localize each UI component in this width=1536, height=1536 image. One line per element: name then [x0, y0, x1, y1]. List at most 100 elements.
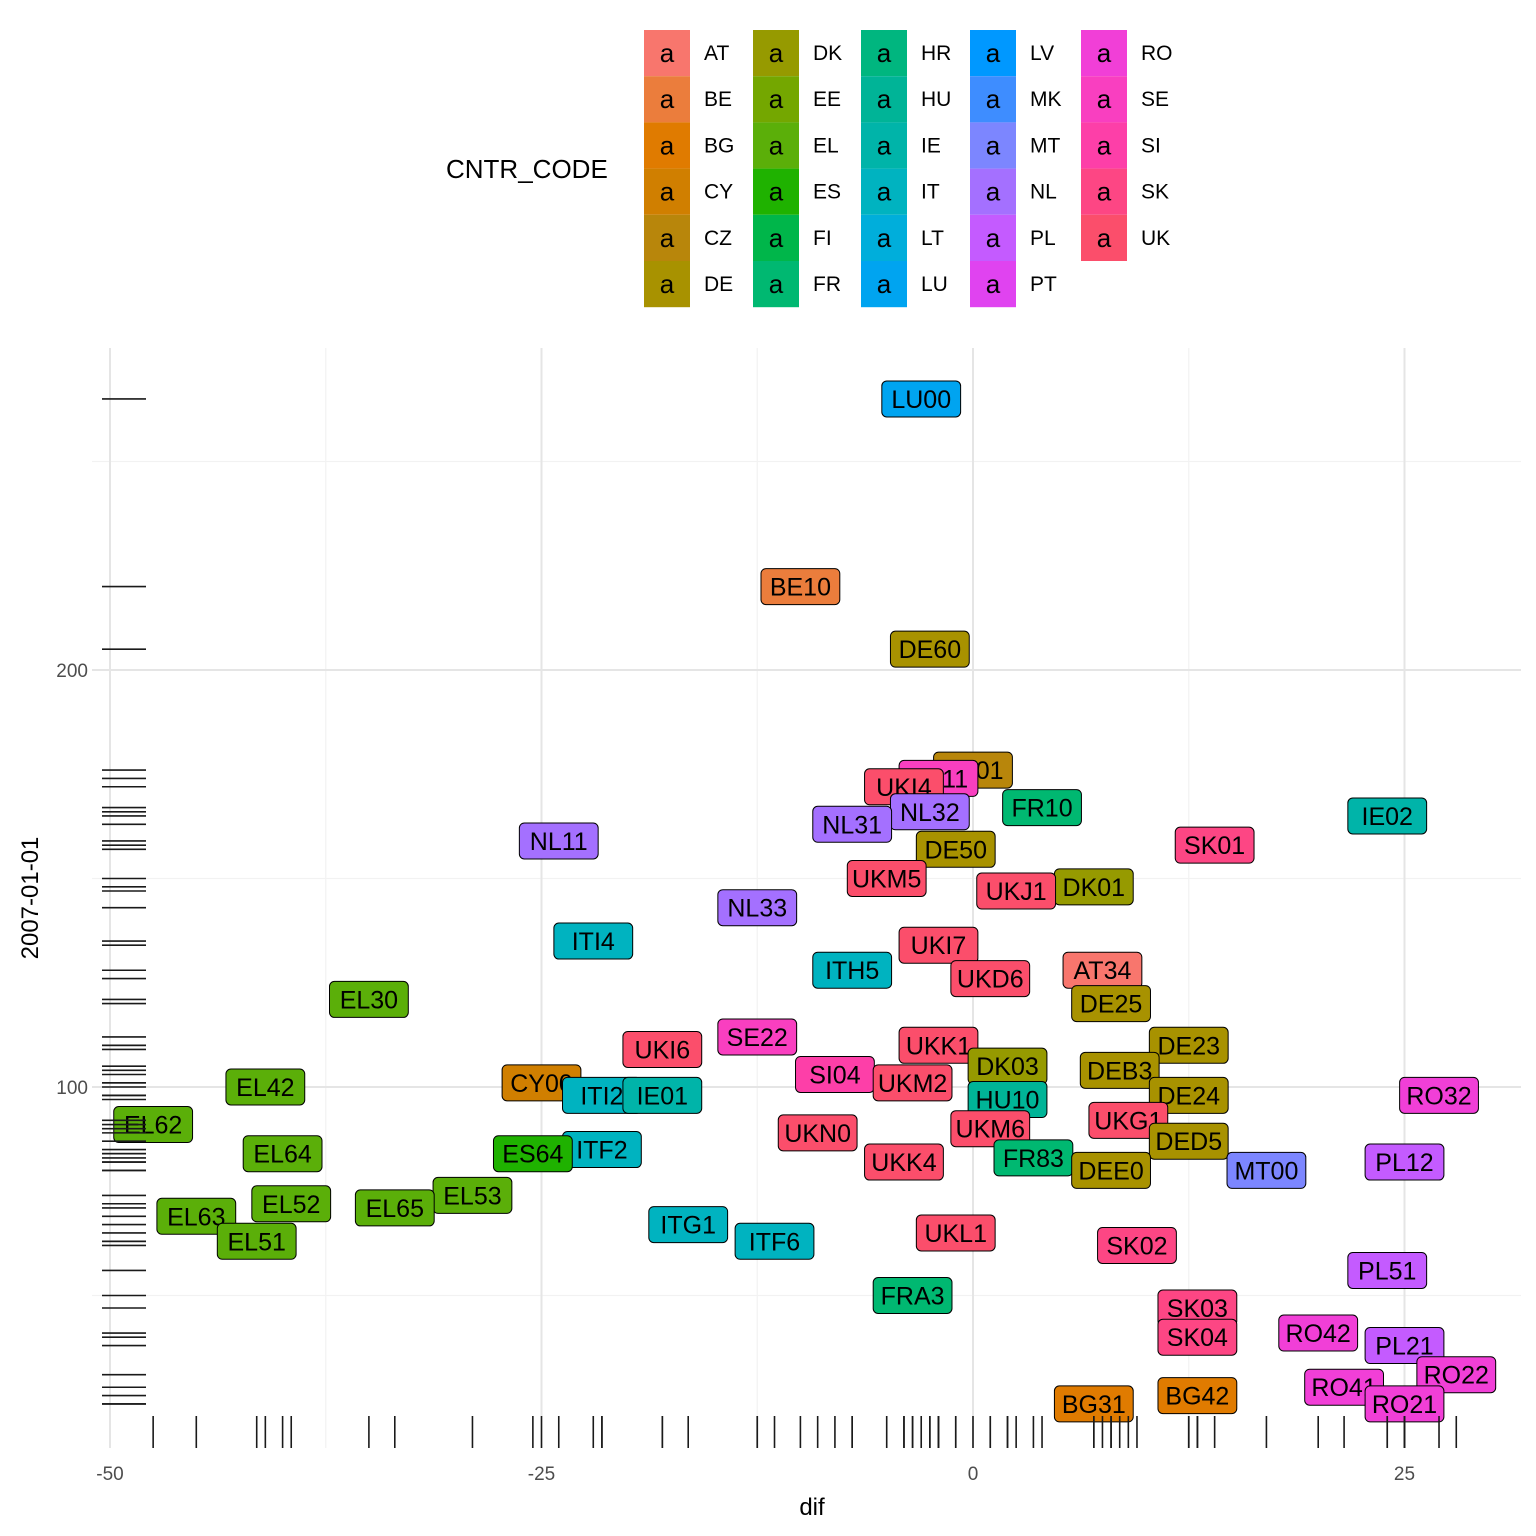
point-label-text: BG31: [1062, 1391, 1126, 1419]
point-label-box: [518, 822, 599, 860]
legend-entry-pl: a PL: [970, 214, 1056, 261]
legend-entry-se: a SE: [1081, 76, 1169, 123]
legend-key: [861, 261, 907, 308]
point-label-box: [1071, 1151, 1151, 1189]
point-label-nl11: NL11: [518, 822, 599, 860]
point-label-box: [717, 889, 798, 927]
point-label-fr83: FR83: [993, 1139, 1074, 1177]
point-label-el51: EL51: [216, 1222, 297, 1260]
legend-entry-fi: a FI: [753, 214, 832, 261]
point-label-ie02: IE02: [1347, 797, 1428, 835]
legend-label: HR: [921, 42, 951, 65]
legend-label: MT: [1030, 134, 1060, 157]
point-label-text: BE10: [770, 574, 831, 602]
legend-key-glyph: a: [1097, 130, 1112, 160]
point-label-text: RO22: [1424, 1362, 1489, 1390]
point-label-text: ITF6: [749, 1228, 800, 1256]
legend-key-glyph: a: [769, 38, 784, 68]
point-label-box: [915, 1214, 996, 1252]
point-label-text: DE23: [1157, 1032, 1220, 1060]
point-label-text: IE02: [1362, 803, 1413, 831]
point-label-box: [950, 1110, 1031, 1148]
point-label-text: NL11: [530, 828, 588, 856]
point-label-box: [242, 1135, 323, 1173]
point-label-box: [1148, 1122, 1229, 1160]
legend-label: ES: [813, 181, 841, 204]
point-label-text: DE50: [924, 836, 987, 864]
point-label-ukg1: UKG1: [1088, 1101, 1169, 1139]
x-axis-title: dif: [799, 1494, 825, 1521]
point-label-bg31: BG31: [1053, 1385, 1134, 1423]
point-label-box: [1174, 826, 1255, 864]
point-label-sk01: SK01: [1174, 826, 1255, 864]
legend-label: FI: [813, 227, 832, 250]
legend-entry-at: a AT: [644, 30, 729, 77]
legend-entry-si: a SI: [1081, 122, 1161, 169]
point-label-text: DK03: [976, 1053, 1039, 1081]
legend-label: BG: [704, 134, 734, 157]
point-label-text: UKJ1: [986, 878, 1047, 906]
point-label-box: [1148, 1026, 1229, 1064]
point-label-sk04: SK04: [1157, 1318, 1238, 1356]
legend-entry-pt: a PT: [970, 261, 1057, 308]
point-label-text: DED5: [1155, 1128, 1222, 1156]
legend-key: [1081, 122, 1127, 169]
legend-key: [970, 214, 1016, 261]
legend-key-glyph: a: [769, 223, 784, 253]
legend-entry-dk: a DK: [753, 30, 842, 77]
legend-key: [753, 76, 799, 123]
legend-label: RO: [1141, 42, 1173, 65]
legend-entry-cz: a CZ: [644, 214, 732, 261]
point-label-el30: EL30: [329, 980, 409, 1018]
x-tick-label: 25: [1394, 1464, 1415, 1485]
point-label-text: UKI6: [635, 1036, 691, 1064]
legend-entry-lt: a LT: [861, 214, 944, 261]
legend-label: NL: [1030, 181, 1057, 204]
legend-label: EL: [813, 134, 839, 157]
legend-key: [753, 214, 799, 261]
legend-label: AT: [704, 42, 729, 65]
point-label-box: [622, 1076, 703, 1114]
point-label-box: [777, 1114, 858, 1152]
point-label-ukn0: UKN0: [777, 1114, 858, 1152]
point-label-bg42: BG42: [1157, 1377, 1238, 1415]
point-label-box: [492, 1135, 573, 1173]
point-label-ith5: ITH5: [812, 951, 893, 989]
point-label-ukm2: UKM2: [872, 1064, 953, 1102]
legend-entry-ro: a RO: [1081, 30, 1173, 77]
point-label-text: PL51: [1358, 1257, 1416, 1285]
legend-label: IE: [921, 134, 941, 157]
legend-label: HU: [921, 88, 951, 111]
legend-key-glyph: a: [1097, 84, 1112, 114]
point-label-box: [622, 1030, 703, 1068]
point-label-box: [1079, 1051, 1160, 1089]
point-label-box: [976, 872, 1057, 910]
legend-entries: a ATa BEa BGa CYa CZa DEa DKa EEa ELa ESa FIa FRa HRa…: [644, 30, 1173, 308]
legend-key: [753, 261, 799, 308]
point-label-box: [846, 860, 927, 897]
point-label-de60: DE60: [889, 630, 970, 668]
legend-key: [861, 76, 907, 123]
point-label-text: DE25: [1080, 991, 1143, 1019]
point-label-sk03: SK03: [1157, 1289, 1238, 1327]
legend-entry-cy: a CY: [644, 168, 733, 215]
point-label-box: [812, 951, 893, 989]
legend-entry-ee: a EE: [753, 76, 841, 123]
point-label-box: [1347, 1251, 1428, 1289]
legend-entry-it: a IT: [861, 168, 940, 215]
legend-key-glyph: a: [877, 38, 892, 68]
point-label-itg1: ITG1: [648, 1206, 729, 1244]
point-label-fra3: FRA3: [872, 1277, 953, 1314]
point-label-text: MT00: [1234, 1157, 1298, 1185]
legend-key-glyph: a: [877, 177, 892, 207]
rug: [102, 398, 1458, 1448]
point-label-text: UKD6: [957, 966, 1024, 994]
legend-entry-uk: a UK: [1081, 214, 1170, 261]
point-label-box: [734, 1222, 815, 1260]
point-label-el52: EL52: [251, 1185, 332, 1223]
legend-entry-lu: a LU: [861, 261, 948, 308]
point-label-text: BG42: [1165, 1383, 1229, 1411]
point-label-itf2: ITF2: [562, 1131, 642, 1169]
point-label-text: SK02: [1106, 1232, 1167, 1260]
point-label-dee0: DEE0: [1071, 1151, 1151, 1189]
